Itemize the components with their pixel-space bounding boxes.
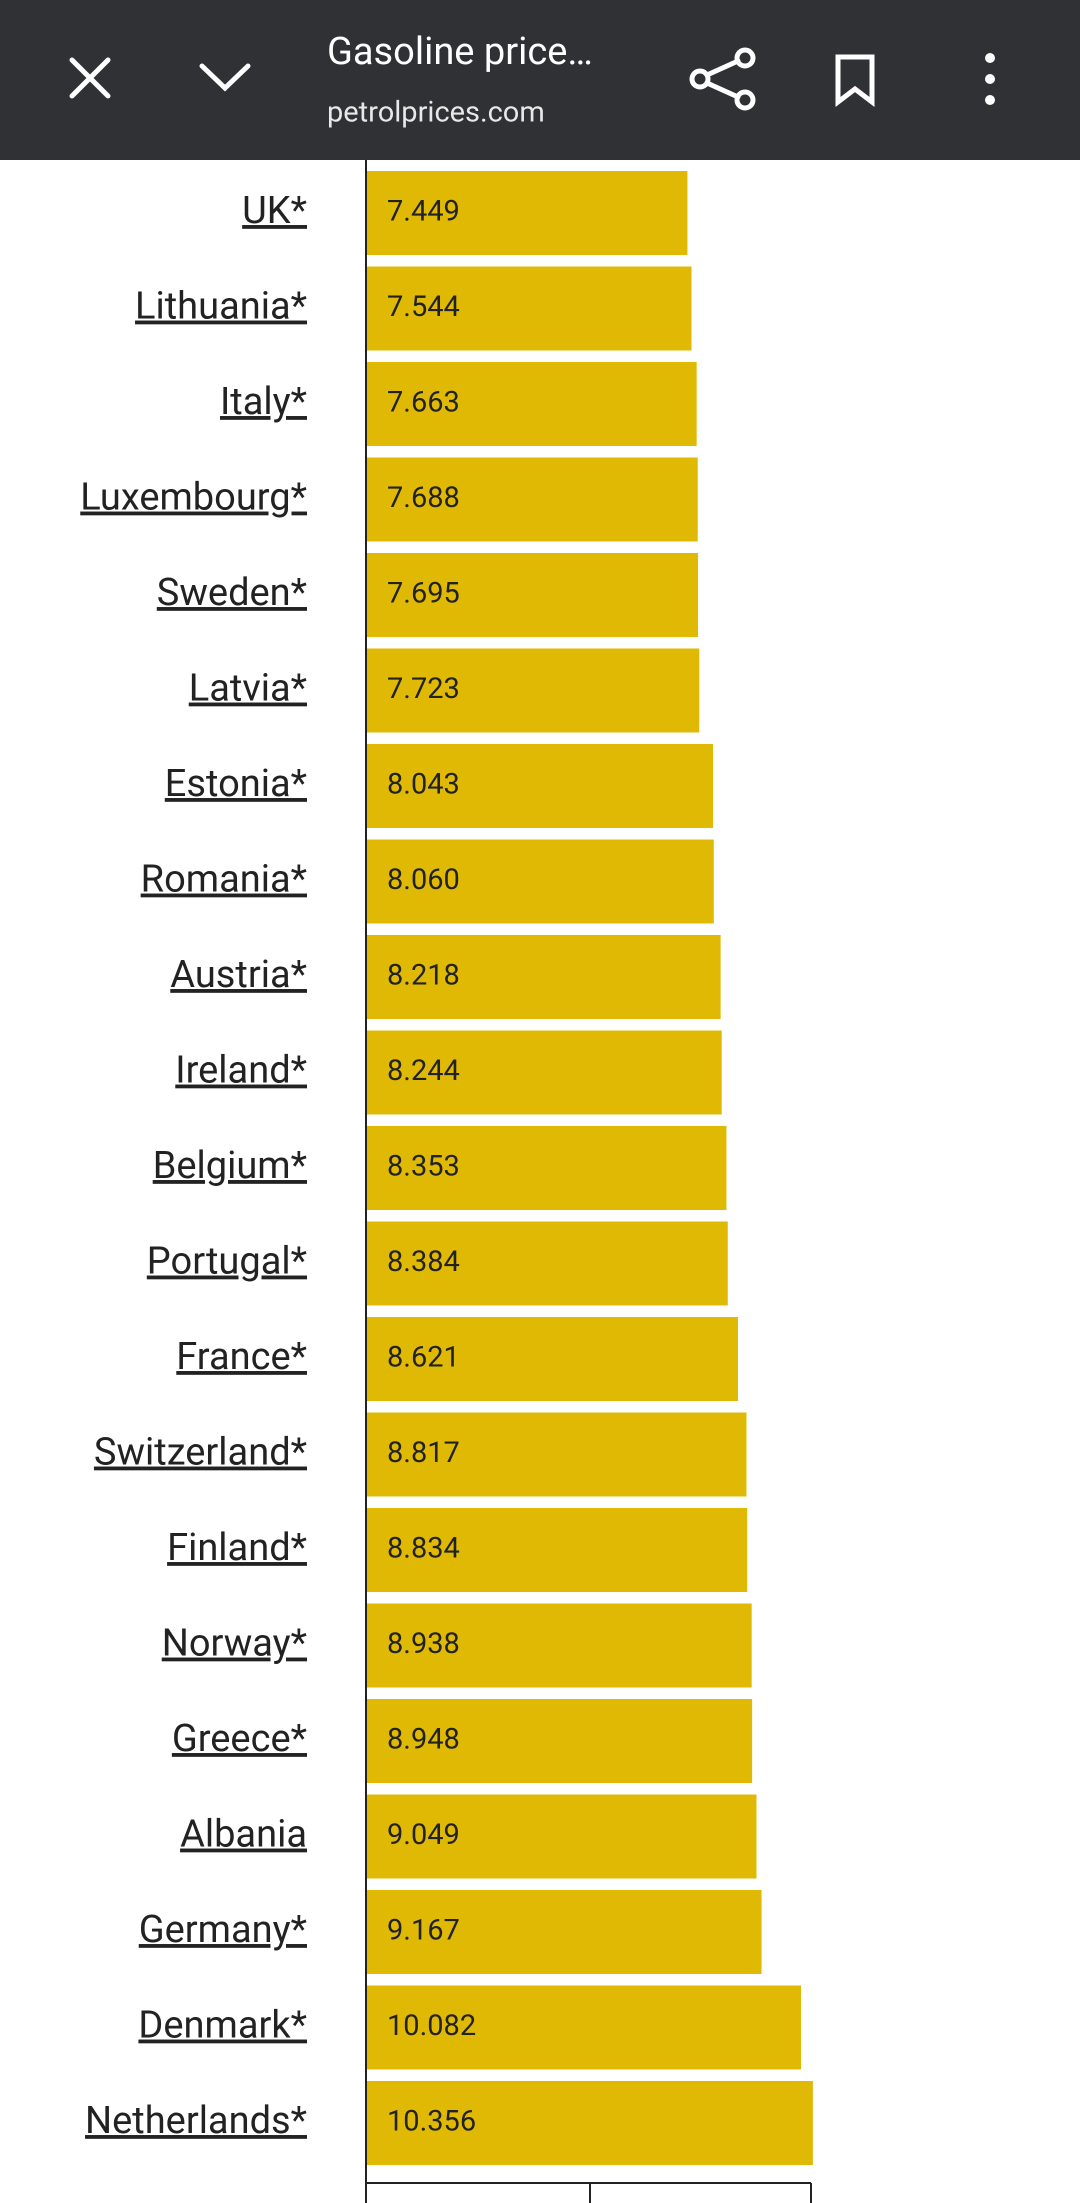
- chart-area: UK* 7.449 Lithuania* 7.544 Italy* 7.663 Luxemb…: [80, 160, 813, 2203]
- bar: [366, 1317, 739, 1401]
- bar: [366, 457, 698, 542]
- bar: [366, 1412, 747, 1497]
- bar: [366, 1985, 802, 2070]
- share-button[interactable]: [689, 47, 756, 111]
- bar: [366, 266, 692, 351]
- category-link[interactable]: Greece*: [172, 1717, 307, 1761]
- category-link[interactable]: Belgium*: [153, 1144, 307, 1188]
- bar: [366, 744, 714, 828]
- value-label: 8.244: [387, 1054, 460, 1088]
- value-label: 8.218: [387, 959, 460, 993]
- value-label: 10.082: [387, 2009, 476, 2043]
- page-title: Gasoline price…: [327, 30, 593, 74]
- bar: [366, 171, 688, 255]
- bar: [366, 1699, 753, 1783]
- value-label: 8.834: [387, 1532, 460, 1566]
- category-link[interactable]: Norway*: [162, 1622, 307, 1666]
- category-link[interactable]: Latvia*: [189, 667, 307, 711]
- value-label: 8.043: [387, 768, 460, 802]
- category-link[interactable]: Finland*: [167, 1526, 307, 1570]
- value-label: 8.948: [387, 1723, 460, 1757]
- category-link[interactable]: France*: [176, 1335, 307, 1379]
- value-label: 8.384: [387, 1245, 460, 1279]
- value-label: 7.688: [387, 481, 460, 515]
- bar: [366, 1603, 752, 1688]
- bar: [366, 2081, 813, 2165]
- bar: [366, 1126, 727, 1210]
- value-label: 8.938: [387, 1627, 460, 1661]
- value-label: 10.356: [387, 2105, 476, 2139]
- value-label: 7.695: [387, 577, 460, 611]
- bar: [366, 1221, 728, 1306]
- value-label: 8.353: [387, 1150, 460, 1184]
- category-link[interactable]: Austria*: [170, 953, 307, 997]
- toolbar: [0, 0, 1080, 160]
- bar: [366, 1794, 757, 1879]
- value-label: 7.663: [387, 386, 460, 420]
- value-label: 8.060: [387, 863, 460, 897]
- more-button[interactable]: [985, 53, 995, 105]
- category-link[interactable]: Estonia*: [165, 762, 307, 806]
- category-link[interactable]: Romania*: [141, 858, 307, 902]
- category-link[interactable]: Luxembourg*: [80, 476, 307, 520]
- bar: [366, 553, 699, 637]
- bar: [366, 648, 700, 733]
- bar: [366, 935, 721, 1019]
- collapse-button[interactable]: [199, 63, 251, 92]
- value-label: 7.723: [387, 672, 460, 706]
- close-button[interactable]: [69, 57, 111, 99]
- value-label: 7.544: [387, 290, 460, 324]
- bar: [366, 1890, 762, 1974]
- bar: [366, 1030, 722, 1115]
- category-link[interactable]: Albania: [180, 1813, 307, 1857]
- category-link[interactable]: Italy*: [220, 380, 307, 424]
- category-link[interactable]: Switzerland*: [94, 1431, 307, 1475]
- category-link[interactable]: Lithuania*: [135, 285, 307, 329]
- category-link[interactable]: Sweden*: [157, 571, 307, 615]
- value-label: 9.049: [387, 1818, 460, 1852]
- value-label: 9.167: [387, 1914, 460, 1948]
- category-link[interactable]: UK*: [242, 189, 307, 233]
- page-url: petrolprices.com: [327, 96, 545, 130]
- value-label: 8.621: [387, 1341, 460, 1375]
- value-label: 7.449: [387, 195, 460, 229]
- category-link[interactable]: Germany*: [139, 1908, 307, 1952]
- bar: [366, 362, 697, 446]
- bar: [366, 839, 714, 924]
- category-link[interactable]: Portugal*: [147, 1240, 307, 1284]
- bookmark-button[interactable]: [835, 54, 875, 108]
- bar: [366, 1508, 748, 1592]
- category-link[interactable]: Ireland*: [175, 1049, 307, 1093]
- category-link[interactable]: Netherlands*: [85, 2099, 307, 2143]
- value-label: 8.817: [387, 1436, 460, 1470]
- category-link[interactable]: Denmark*: [138, 2004, 307, 2048]
